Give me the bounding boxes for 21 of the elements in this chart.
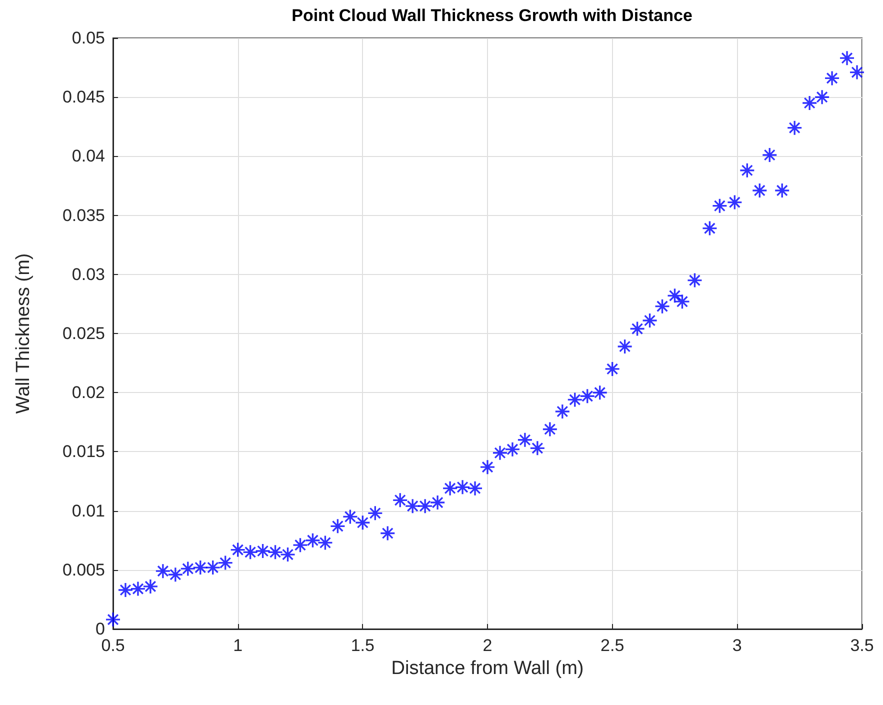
y-tick-label: 0.03 <box>72 264 105 284</box>
y-tick-label: 0.02 <box>72 383 105 402</box>
y-tick-label: 0.04 <box>72 146 105 166</box>
x-axis-title: Distance from Wall (m) <box>391 658 584 679</box>
y-tick-label: 0.01 <box>72 501 105 520</box>
x-tick-label: 2 <box>482 636 492 655</box>
chart-title: Point Cloud Wall Thickness Growth with Distance <box>292 6 692 25</box>
x-tick-label: 1.5 <box>350 636 374 655</box>
y-tick-label: 0.045 <box>62 88 105 107</box>
x-tick-label: 3 <box>732 636 742 655</box>
y-tick-label: 0.015 <box>62 442 105 462</box>
y-tick-label: 0.05 <box>72 28 105 48</box>
y-axis-title: Wall Thickness (m) <box>13 253 34 414</box>
y-tick-label: 0 <box>96 620 105 638</box>
x-tick-label: 2.5 <box>600 636 624 655</box>
y-tick-label: 0.035 <box>62 206 105 225</box>
x-tick-label: 1 <box>233 636 243 655</box>
x-tick-label: 3.5 <box>850 636 874 655</box>
y-tick-label: 0.025 <box>62 324 105 343</box>
y-tick-label: 0.005 <box>62 560 105 580</box>
x-tick-label: 0.5 <box>101 636 125 655</box>
